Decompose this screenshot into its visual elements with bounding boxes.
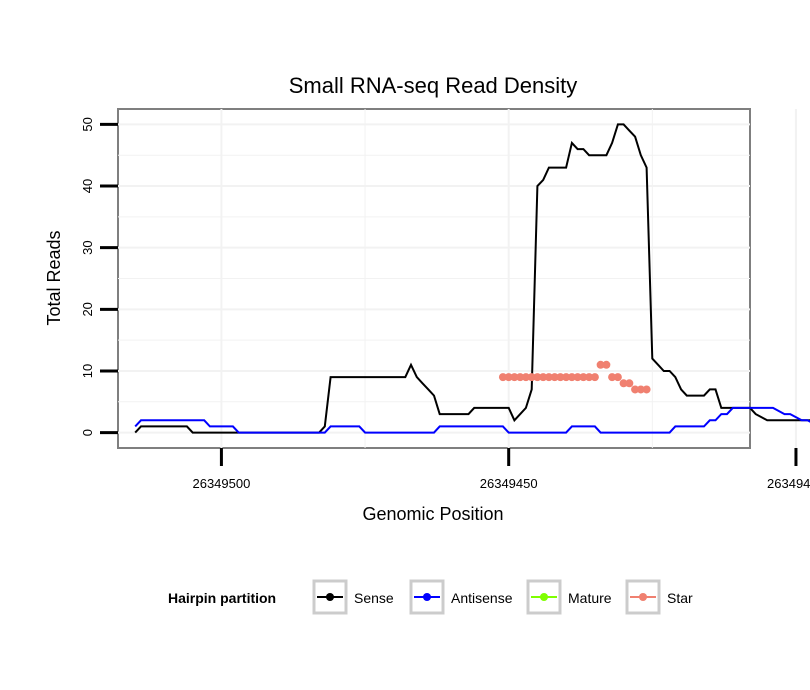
star-point <box>636 385 645 394</box>
star-point <box>608 373 617 382</box>
series-points <box>498 360 651 394</box>
y-tick-label: 40 <box>80 179 95 193</box>
x-axis: 26349500263494502634940026349350 <box>192 448 810 491</box>
legend-label: Mature <box>568 590 612 606</box>
star-point <box>510 373 519 382</box>
star-point <box>613 373 622 382</box>
star-point <box>556 373 565 382</box>
y-axis-title: Total Reads <box>44 230 64 325</box>
y-tick-label: 20 <box>80 302 95 316</box>
x-tick-label: 26349450 <box>480 476 538 491</box>
chart-title: Small RNA-seq Read Density <box>289 73 578 98</box>
star-point <box>625 379 634 388</box>
y-tick-label: 50 <box>80 117 95 131</box>
x-tick-label: 26349400 <box>767 476 810 491</box>
star-point <box>539 373 548 382</box>
antisense-line <box>134 406 810 434</box>
star-point <box>562 373 571 382</box>
legend-key-point <box>326 593 334 601</box>
star-point <box>498 373 507 382</box>
star-point <box>619 379 628 388</box>
star-point <box>544 373 553 382</box>
legend-key-point <box>639 593 647 601</box>
x-tick-label: 26349500 <box>192 476 250 491</box>
star-point <box>602 360 611 369</box>
y-tick-label: 0 <box>80 429 95 436</box>
star-point <box>579 373 588 382</box>
star-point <box>631 385 640 394</box>
star-point <box>504 373 513 382</box>
star-point <box>550 373 559 382</box>
star-point <box>642 385 651 394</box>
star-point <box>533 373 542 382</box>
star-point <box>527 373 536 382</box>
legend-label: Sense <box>354 590 394 606</box>
star-point <box>585 373 594 382</box>
star-point <box>573 373 582 382</box>
star-point <box>516 373 525 382</box>
legend-key-point <box>540 593 548 601</box>
legend-key-point <box>423 593 431 601</box>
legend-label: Star <box>667 590 693 606</box>
series-lines <box>134 123 810 434</box>
sense-line <box>134 123 810 434</box>
star-point <box>567 373 576 382</box>
star-point <box>596 360 605 369</box>
x-axis-title: Genomic Position <box>362 504 503 524</box>
y-axis: 0 10 20 30 40 50 <box>80 117 118 436</box>
y-tick-label: 10 <box>80 364 95 378</box>
legend: Hairpin partition Sense Antisense Mature St… <box>168 579 693 615</box>
legend-label: Antisense <box>451 590 513 606</box>
y-tick-label: 30 <box>80 240 95 254</box>
legend-title: Hairpin partition <box>168 590 276 606</box>
star-point <box>590 373 599 382</box>
star-point <box>521 373 530 382</box>
